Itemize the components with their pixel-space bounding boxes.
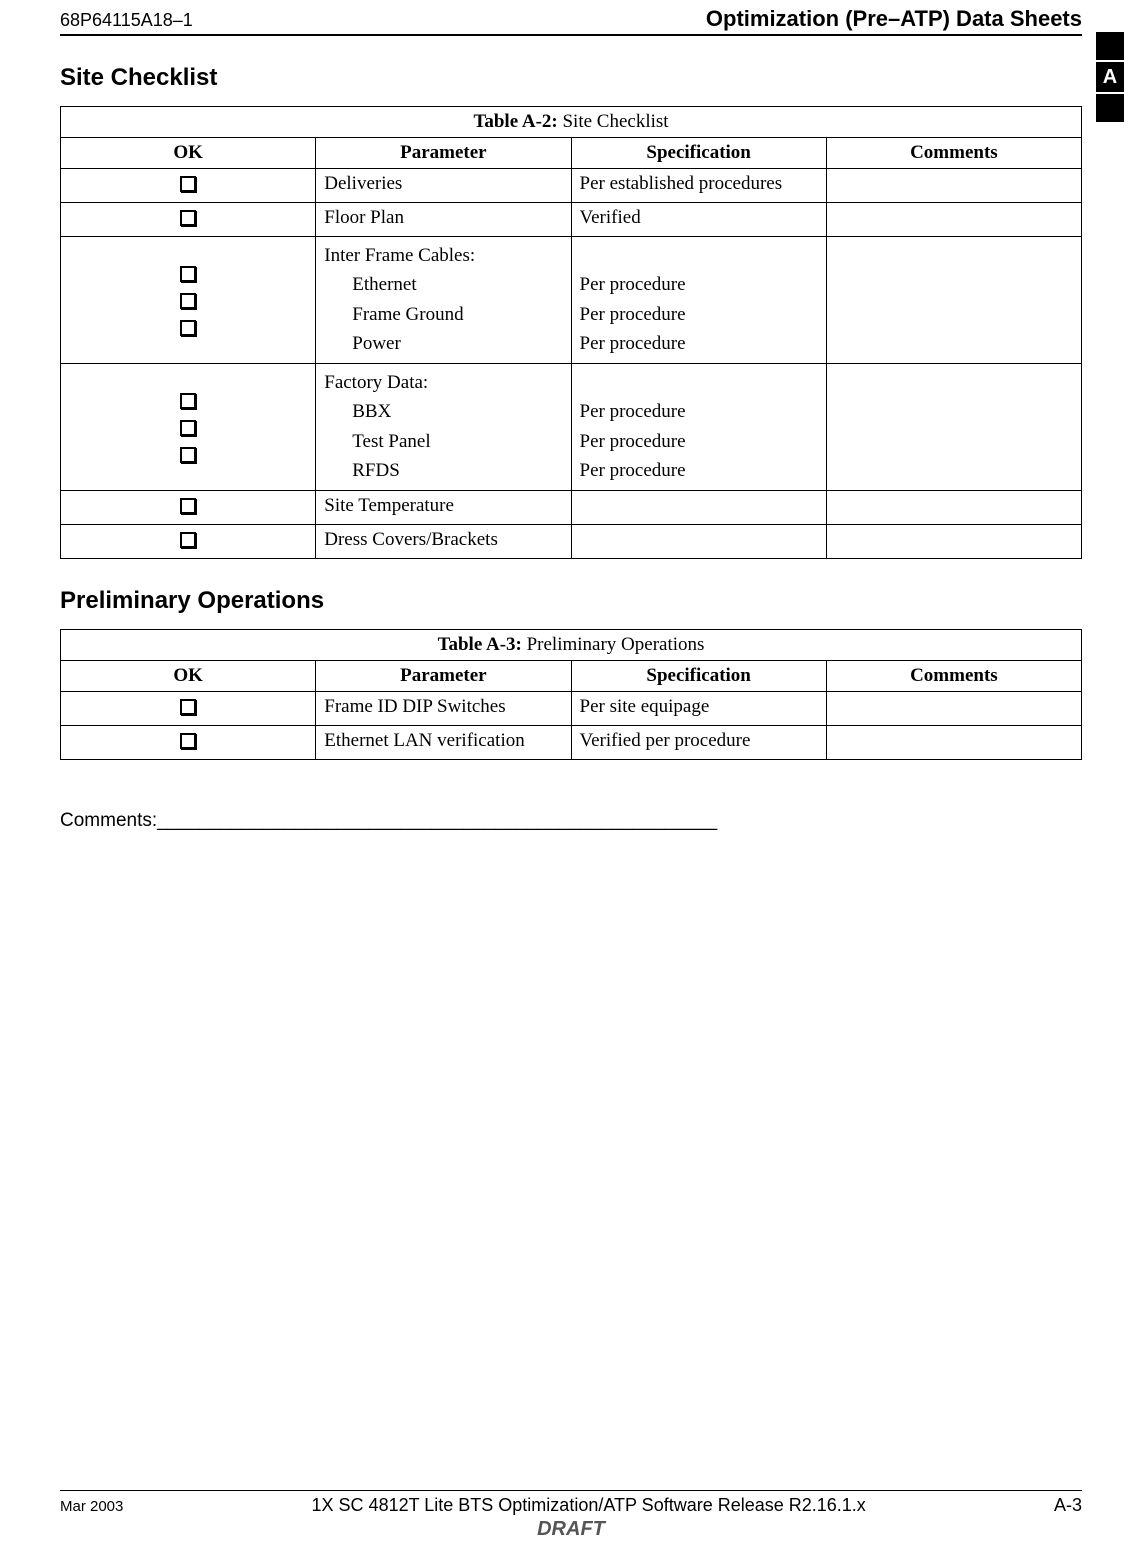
tab-letter: A	[1096, 62, 1124, 92]
cell-comments	[826, 237, 1081, 364]
cell-specification: Verified per procedure	[571, 725, 826, 759]
table-site-checklist: Table A-2: Site Checklist OK Parameter S…	[60, 106, 1082, 559]
cell-comments	[826, 691, 1081, 725]
footer-page-number: A-3	[1054, 1495, 1082, 1516]
group-item: Ethernet	[324, 270, 562, 299]
checkbox-icon[interactable]	[180, 699, 196, 715]
table-label: Table A-2:	[473, 111, 557, 132]
comments-line: Comments:_______________________________…	[60, 810, 1082, 832]
group-spec: Per procedure	[580, 456, 818, 485]
cell-specification: Per procedure Per procedure Per procedur…	[571, 363, 826, 490]
footer-draft: DRAFT	[60, 1518, 1082, 1541]
group-head: Inter Frame Cables:	[324, 241, 562, 270]
group-spec: Per procedure	[580, 329, 818, 358]
page-footer: Mar 2003 1X SC 4812T Lite BTS Optimizati…	[60, 1490, 1082, 1541]
document-id: 68P64115A18–1	[60, 10, 193, 31]
checkbox-icon[interactable]	[180, 733, 196, 749]
col-header-comments: Comments	[826, 660, 1081, 691]
section-tab: A	[1096, 32, 1124, 122]
table-row: Frame ID DIP Switches Per site equipage	[61, 691, 1082, 725]
cell-comments	[826, 169, 1081, 203]
checkbox-icon[interactable]	[180, 320, 196, 336]
table-caption: Table A-3: Preliminary Operations	[61, 629, 1082, 660]
cell-comments	[826, 363, 1081, 490]
group-head: Factory Data:	[324, 368, 562, 397]
table-title: Site Checklist	[562, 111, 668, 132]
page-header: 68P64115A18–1 Optimization (Pre–ATP) Dat…	[60, 6, 1082, 36]
group-item: RFDS	[324, 456, 562, 485]
table-row: Site Temperature	[61, 490, 1082, 524]
checkbox-icon[interactable]	[180, 447, 196, 463]
table-row: Deliveries Per established procedures	[61, 169, 1082, 203]
table-row-group: Inter Frame Cables: Ethernet Frame Groun…	[61, 237, 1082, 364]
cell-specification: Verified	[571, 203, 826, 237]
tab-block-bottom	[1096, 94, 1124, 122]
table-row-group: Factory Data: BBX Test Panel RFDS Per pr…	[61, 363, 1082, 490]
cell-parameter: Deliveries	[316, 169, 571, 203]
checkbox-icon[interactable]	[180, 176, 196, 192]
cell-specification: Per procedure Per procedure Per procedur…	[571, 237, 826, 364]
table-caption: Table A-2: Site Checklist	[61, 107, 1082, 138]
cell-comments	[826, 203, 1081, 237]
checkbox-icon[interactable]	[180, 393, 196, 409]
cell-comments	[826, 524, 1081, 558]
checkbox-icon[interactable]	[180, 420, 196, 436]
footer-date: Mar 2003	[60, 1498, 123, 1515]
cell-parameter: Dress Covers/Brackets	[316, 524, 571, 558]
checkbox-icon[interactable]	[180, 293, 196, 309]
group-spec: Per procedure	[580, 300, 818, 329]
group-spec: Per procedure	[580, 270, 818, 299]
checkbox-icon[interactable]	[180, 498, 196, 514]
cell-parameter: Factory Data: BBX Test Panel RFDS	[316, 363, 571, 490]
table-title: Preliminary Operations	[527, 634, 705, 655]
cell-specification	[571, 524, 826, 558]
col-header-comments: Comments	[826, 138, 1081, 169]
section-heading-preliminary-operations: Preliminary Operations	[60, 587, 1082, 615]
col-header-specification: Specification	[571, 660, 826, 691]
page: 68P64115A18–1 Optimization (Pre–ATP) Dat…	[0, 0, 1142, 1565]
group-spec: Per procedure	[580, 427, 818, 456]
table-label: Table A-3:	[438, 634, 522, 655]
document-title: Optimization (Pre–ATP) Data Sheets	[706, 6, 1082, 32]
checkbox-icon[interactable]	[180, 532, 196, 548]
group-item: Power	[324, 329, 562, 358]
tab-block-top	[1096, 32, 1124, 60]
col-header-specification: Specification	[571, 138, 826, 169]
group-item: Test Panel	[324, 427, 562, 456]
cell-comments	[826, 490, 1081, 524]
table-row: Floor Plan Verified	[61, 203, 1082, 237]
cell-parameter: Ethernet LAN verification	[316, 725, 571, 759]
table-row: Dress Covers/Brackets	[61, 524, 1082, 558]
col-header-parameter: Parameter	[316, 138, 571, 169]
cell-parameter: Floor Plan	[316, 203, 571, 237]
col-header-ok: OK	[61, 138, 316, 169]
cell-comments	[826, 725, 1081, 759]
table-row: Ethernet LAN verification Verified per p…	[61, 725, 1082, 759]
section-heading-site-checklist: Site Checklist	[60, 64, 1082, 92]
cell-parameter: Frame ID DIP Switches	[316, 691, 571, 725]
col-header-parameter: Parameter	[316, 660, 571, 691]
cell-parameter: Inter Frame Cables: Ethernet Frame Groun…	[316, 237, 571, 364]
checkbox-icon[interactable]	[180, 210, 196, 226]
cell-specification: Per site equipage	[571, 691, 826, 725]
cell-specification: Per established procedures	[571, 169, 826, 203]
cell-parameter: Site Temperature	[316, 490, 571, 524]
group-item: Frame Ground	[324, 300, 562, 329]
footer-center: 1X SC 4812T Lite BTS Optimization/ATP So…	[123, 1495, 1054, 1516]
cell-specification	[571, 490, 826, 524]
checkbox-icon[interactable]	[180, 266, 196, 282]
group-spec: Per procedure	[580, 397, 818, 426]
col-header-ok: OK	[61, 660, 316, 691]
table-preliminary-operations: Table A-3: Preliminary Operations OK Par…	[60, 629, 1082, 760]
group-item: BBX	[324, 397, 562, 426]
